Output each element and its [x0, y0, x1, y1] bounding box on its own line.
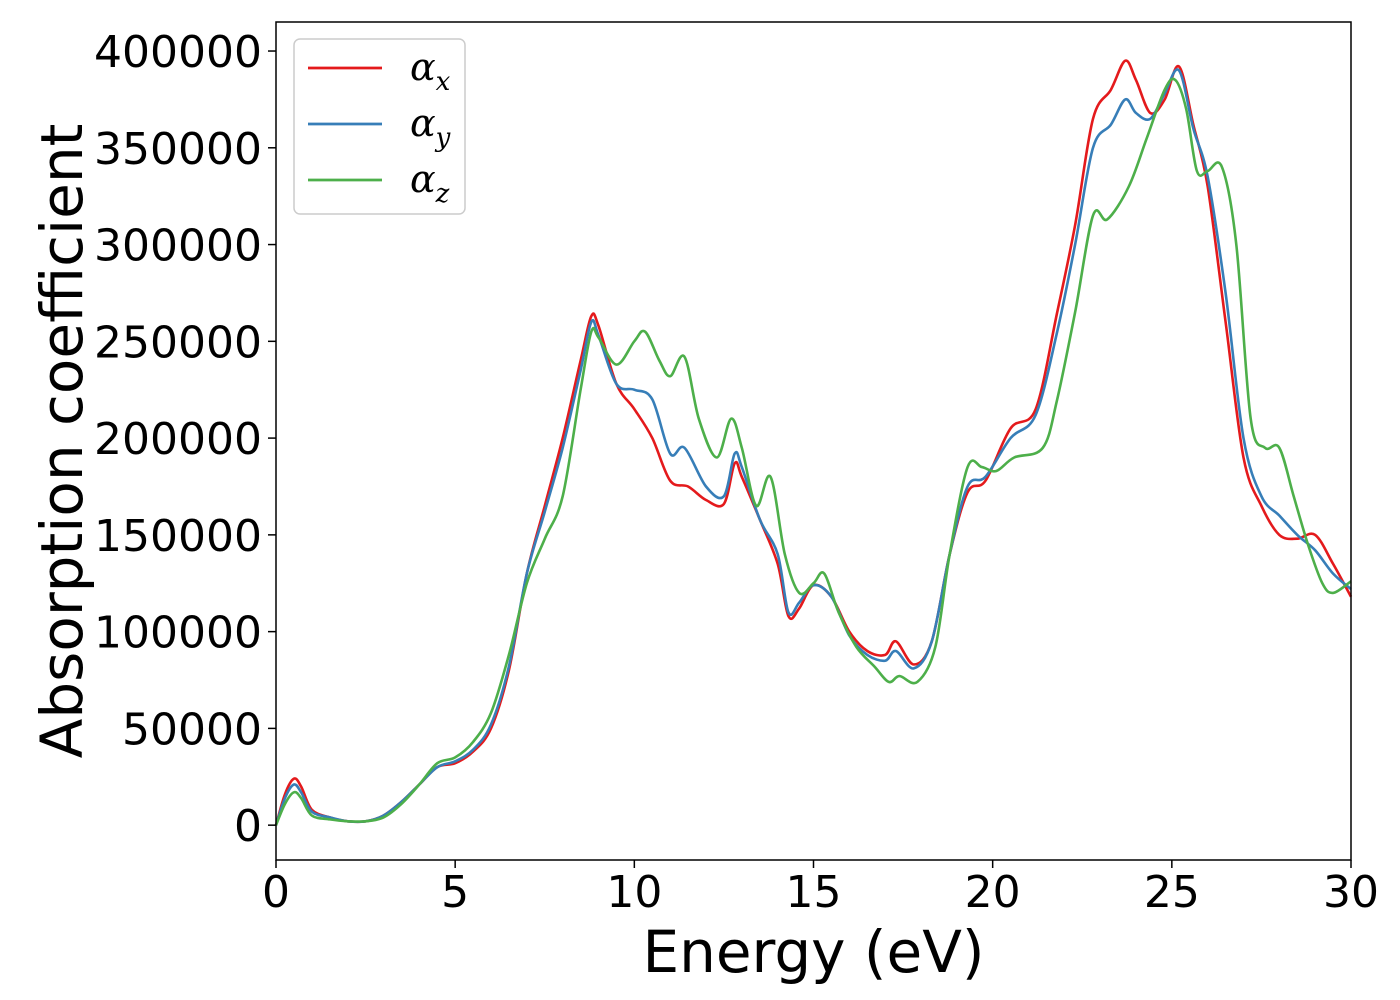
series-line-z — [274, 77, 1352, 826]
x-tick-label: 0 — [262, 867, 290, 918]
y-tick-label: 100000 — [94, 608, 262, 659]
x-tick-label: 10 — [606, 867, 662, 918]
ticks-layer: 0 5 10 15 20 25 30 0 50000 100000 150000 200000 2500… — [94, 27, 1379, 918]
legend-label-subscript: y — [435, 123, 451, 153]
legend-label-symbol: α — [410, 45, 436, 89]
x-tick-label: 20 — [965, 867, 1021, 918]
series-layer — [274, 59, 1353, 826]
x-tick-label: 5 — [441, 867, 469, 918]
y-tick-label: 200000 — [94, 414, 262, 465]
legend-label-z: αz — [410, 157, 450, 209]
legend-label-subscript: x — [436, 67, 451, 97]
x-axis-title: Energy (eV) — [642, 918, 984, 986]
legend-box — [293, 38, 466, 215]
legend-label-symbol: α — [410, 157, 436, 201]
legend-label-symbol: α — [410, 101, 436, 145]
x-tick-label: 25 — [1144, 867, 1200, 918]
y-axis-title: Absorption coefficient — [28, 124, 96, 759]
y-tick-label: 0 — [234, 801, 262, 852]
y-tick-label: 250000 — [94, 317, 262, 368]
y-tick-label: 300000 — [94, 221, 262, 272]
y-tick-label: 350000 — [94, 124, 262, 175]
legend-label-y: αy — [410, 101, 451, 153]
y-tick-label: 400000 — [94, 27, 262, 78]
y-tick-label: 50000 — [122, 704, 262, 755]
y-tick-label: 150000 — [94, 511, 262, 562]
legend-label-x: αx — [410, 45, 451, 97]
x-tick-label: 15 — [786, 867, 842, 918]
plot-frame — [275, 21, 1352, 861]
x-tick-label: 30 — [1323, 867, 1379, 918]
legend-label-subscript: z — [435, 179, 450, 209]
